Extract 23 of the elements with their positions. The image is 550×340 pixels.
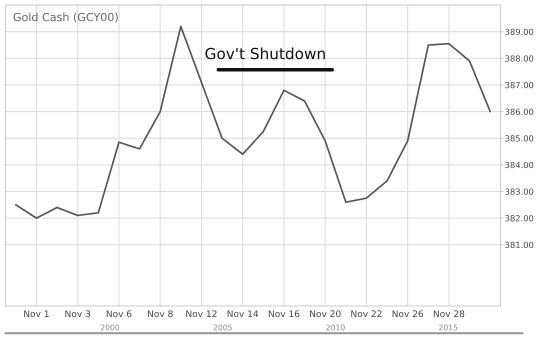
x-tick-label: Nov 6 [106, 310, 132, 318]
x-tick-label: Nov 14 [228, 310, 258, 318]
y-tick-label: 387.00 [505, 82, 534, 88]
y-tick-label: 383.00 [505, 188, 534, 195]
x-tick-label: Nov 16 [268, 310, 300, 318]
x-tick-label: Nov 26 [392, 310, 424, 318]
annotation: Gov't Shutdown [205, 47, 325, 60]
x-tick-label: Nov 12 [186, 310, 217, 318]
y-tick-label: 388.00 [505, 55, 534, 62]
y-tick-label: 384.00 [505, 162, 534, 168]
line-series [14, 26, 492, 219]
x-tick-label: Nov 28 [434, 310, 464, 318]
y-tick-label: 389.00 [505, 28, 534, 36]
y-tick-label: 381.00 [505, 242, 534, 248]
y-tick-label: 386.00 [505, 108, 534, 115]
text: Gold Cash (GCY00) [14, 12, 118, 23]
x-tick-label: Nov 22 [351, 310, 382, 318]
x-tick-label: Nov 1 [24, 310, 49, 318]
y-tick-label: 385.00 [505, 135, 534, 142]
x-tick-label: Nov 3 [65, 310, 90, 318]
y-tick-label: 382.00 [505, 215, 534, 222]
x-tick-label: Nov 8 [148, 310, 173, 318]
x-tick-label: Nov 20 [310, 310, 341, 318]
